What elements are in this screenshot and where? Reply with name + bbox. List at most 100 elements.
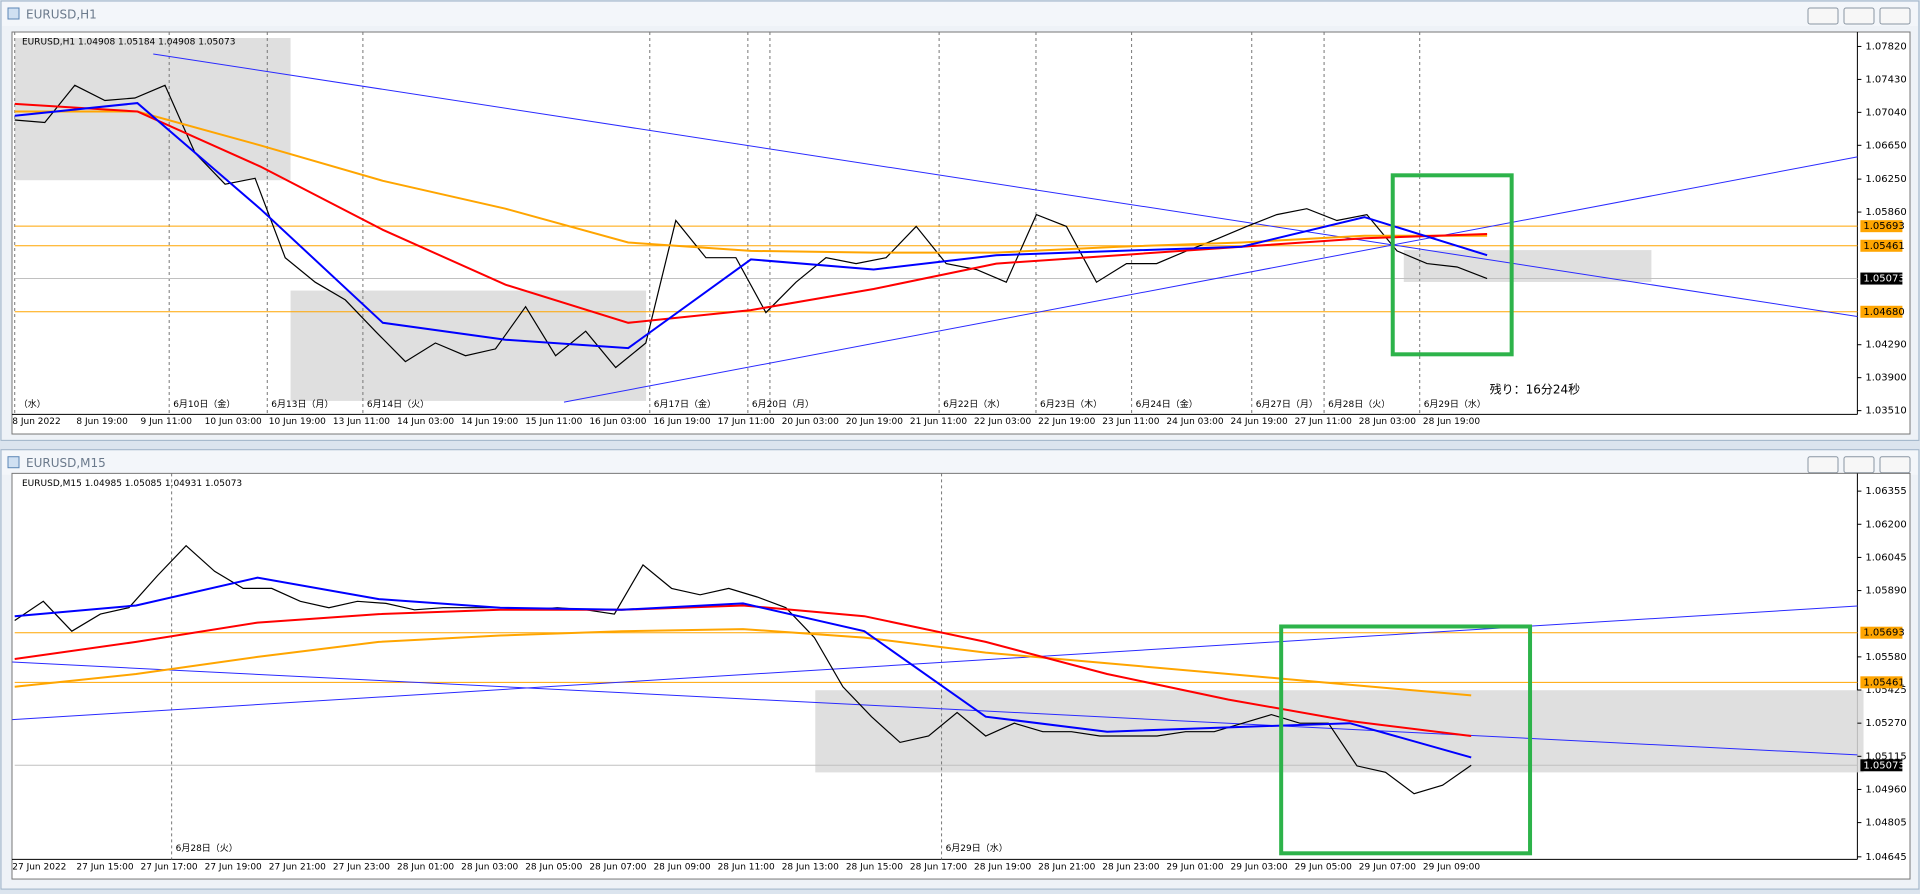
x-tick-label: 29 Jun 05:00 bbox=[1295, 862, 1352, 872]
highlight-box bbox=[1390, 173, 1514, 357]
level-tag bbox=[1860, 220, 1903, 233]
close-button[interactable] bbox=[1879, 456, 1911, 474]
date-label: 6月22日（水） bbox=[943, 398, 1005, 410]
x-tick-label: 27 Jun 11:00 bbox=[1295, 417, 1352, 427]
date-label: 6月14日（火） bbox=[367, 399, 429, 410]
title-bar bbox=[2, 450, 1918, 475]
x-tick-label: 15 Jun 11:00 bbox=[525, 417, 582, 427]
window-icon bbox=[7, 456, 20, 469]
minimize-button[interactable] bbox=[1807, 456, 1839, 474]
date-label: 6月29日（水） bbox=[1424, 398, 1486, 410]
level-label: 1.05461 bbox=[1863, 241, 1904, 252]
y-tick-label: 1.06045 bbox=[1865, 552, 1906, 563]
window-icon bbox=[7, 7, 20, 20]
y-tick-label: 1.04290 bbox=[1865, 340, 1906, 351]
x-tick-label: 28 Jun 21:00 bbox=[1038, 862, 1095, 872]
minimize-button[interactable] bbox=[1807, 7, 1839, 25]
y-tick-label: 1.04960 bbox=[1865, 784, 1906, 795]
level-label: 1.05693 bbox=[1863, 628, 1904, 639]
x-tick-label: 14 Jun 03:00 bbox=[397, 417, 454, 427]
highlight-box bbox=[1279, 624, 1533, 856]
x-tick-label: 28 Jun 15:00 bbox=[846, 862, 903, 872]
date-label: （水） bbox=[19, 398, 46, 410]
window-title: EURUSD,H1 bbox=[26, 8, 97, 22]
trend-line bbox=[12, 605, 1858, 721]
window-title: EURUSD,M15 bbox=[26, 456, 106, 470]
x-tick-label: 21 Jun 11:00 bbox=[910, 417, 967, 427]
x-tick-label: 29 Jun 09:00 bbox=[1423, 862, 1480, 872]
x-tick-label: 27 Jun 17:00 bbox=[140, 862, 197, 872]
moving-average bbox=[14, 628, 1472, 697]
y-tick-label: 1.06250 bbox=[1865, 174, 1906, 185]
date-label: 6月28日（火） bbox=[1328, 399, 1390, 410]
x-tick-label: 24 Jun 03:00 bbox=[1166, 417, 1223, 427]
trend-line bbox=[12, 661, 1858, 756]
y-tick-label: 1.04645 bbox=[1865, 852, 1906, 863]
x-tick-label: 10 Jun 03:00 bbox=[205, 417, 262, 427]
date-label: 6月10日（金） bbox=[173, 398, 235, 410]
chart-info: EURUSD,M15 1.04985 1.05085 1.04931 1.050… bbox=[22, 479, 242, 489]
x-tick-label: 28 Jun 03:00 bbox=[461, 862, 518, 872]
current-price-label: 1.05073 bbox=[1863, 760, 1904, 771]
x-tick-label: 27 Jun 2022 bbox=[12, 862, 66, 872]
x-tick-label: 10 Jun 19:00 bbox=[269, 417, 326, 427]
x-tick-label: 14 Jun 19:00 bbox=[461, 417, 518, 427]
x-tick-label: 28 Jun 23:00 bbox=[1102, 862, 1159, 872]
x-tick-label: 27 Jun 19:00 bbox=[205, 862, 262, 872]
title-bar bbox=[2, 2, 1918, 26]
date-label: 6月29日（水） bbox=[946, 842, 1008, 854]
y-tick-label: 1.07820 bbox=[1865, 41, 1906, 52]
x-tick-label: 28 Jun 13:00 bbox=[782, 862, 839, 872]
x-tick-label: 28 Jun 01:00 bbox=[397, 862, 454, 872]
maximize-button[interactable] bbox=[1843, 7, 1875, 25]
x-tick-label: 27 Jun 21:00 bbox=[269, 862, 326, 872]
y-tick-label: 1.06355 bbox=[1865, 486, 1906, 497]
moving-average bbox=[14, 102, 1488, 350]
x-tick-label: 27 Jun 23:00 bbox=[333, 862, 390, 872]
x-tick-label: 27 Jun 15:00 bbox=[76, 862, 133, 872]
current-price-tag bbox=[1860, 272, 1903, 285]
trend-line bbox=[153, 53, 1858, 317]
x-tick-label: 28 Jun 11:00 bbox=[718, 862, 775, 872]
x-tick-label: 8 Jun 2022 bbox=[12, 417, 60, 427]
y-tick-label: 1.05425 bbox=[1865, 685, 1906, 696]
date-label: 6月13日（月） bbox=[271, 399, 333, 410]
current-price-label: 1.05073 bbox=[1863, 274, 1904, 285]
y-tick-label: 1.05860 bbox=[1865, 207, 1906, 218]
x-tick-label: 29 Jun 07:00 bbox=[1359, 862, 1416, 872]
trend-line bbox=[563, 156, 1858, 403]
x-tick-label: 28 Jun 07:00 bbox=[589, 862, 646, 872]
x-tick-label: 24 Jun 19:00 bbox=[1231, 417, 1288, 427]
countdown: 残り：16分24秒 bbox=[1490, 382, 1581, 396]
date-label: 6月23日（木） bbox=[1040, 398, 1102, 410]
y-tick-label: 1.05115 bbox=[1865, 751, 1906, 762]
level-tag bbox=[1860, 676, 1903, 689]
x-tick-label: 16 Jun 03:00 bbox=[589, 417, 646, 427]
x-tick-label: 28 Jun 19:00 bbox=[974, 862, 1031, 872]
x-tick-label: 29 Jun 03:00 bbox=[1231, 862, 1288, 872]
maximize-button[interactable] bbox=[1843, 456, 1875, 474]
x-tick-label: 20 Jun 03:00 bbox=[782, 417, 839, 427]
y-tick-label: 1.05270 bbox=[1865, 718, 1906, 729]
x-tick-label: 17 Jun 11:00 bbox=[718, 417, 775, 427]
price-line bbox=[14, 84, 1488, 369]
moving-average bbox=[14, 576, 1472, 759]
rectangle-object bbox=[14, 38, 291, 181]
x-tick-label: 28 Jun 19:00 bbox=[1423, 417, 1480, 427]
y-tick-label: 1.03900 bbox=[1865, 373, 1906, 384]
x-tick-label: 22 Jun 03:00 bbox=[974, 417, 1031, 427]
y-tick-label: 1.05890 bbox=[1865, 586, 1906, 597]
level-tag bbox=[1860, 305, 1903, 318]
date-label: 6月28日（火） bbox=[176, 843, 238, 854]
y-tick-label: 1.05580 bbox=[1865, 652, 1906, 663]
x-tick-label: 20 Jun 19:00 bbox=[846, 417, 903, 427]
y-tick-label: 1.04805 bbox=[1865, 818, 1906, 829]
current-price-tag bbox=[1860, 759, 1903, 772]
y-tick-label: 1.07430 bbox=[1865, 74, 1906, 85]
x-tick-label: 29 Jun 01:00 bbox=[1166, 862, 1223, 872]
close-button[interactable] bbox=[1879, 7, 1911, 25]
x-tick-label: 13 Jun 11:00 bbox=[333, 417, 390, 427]
y-tick-label: 1.03510 bbox=[1865, 406, 1906, 417]
